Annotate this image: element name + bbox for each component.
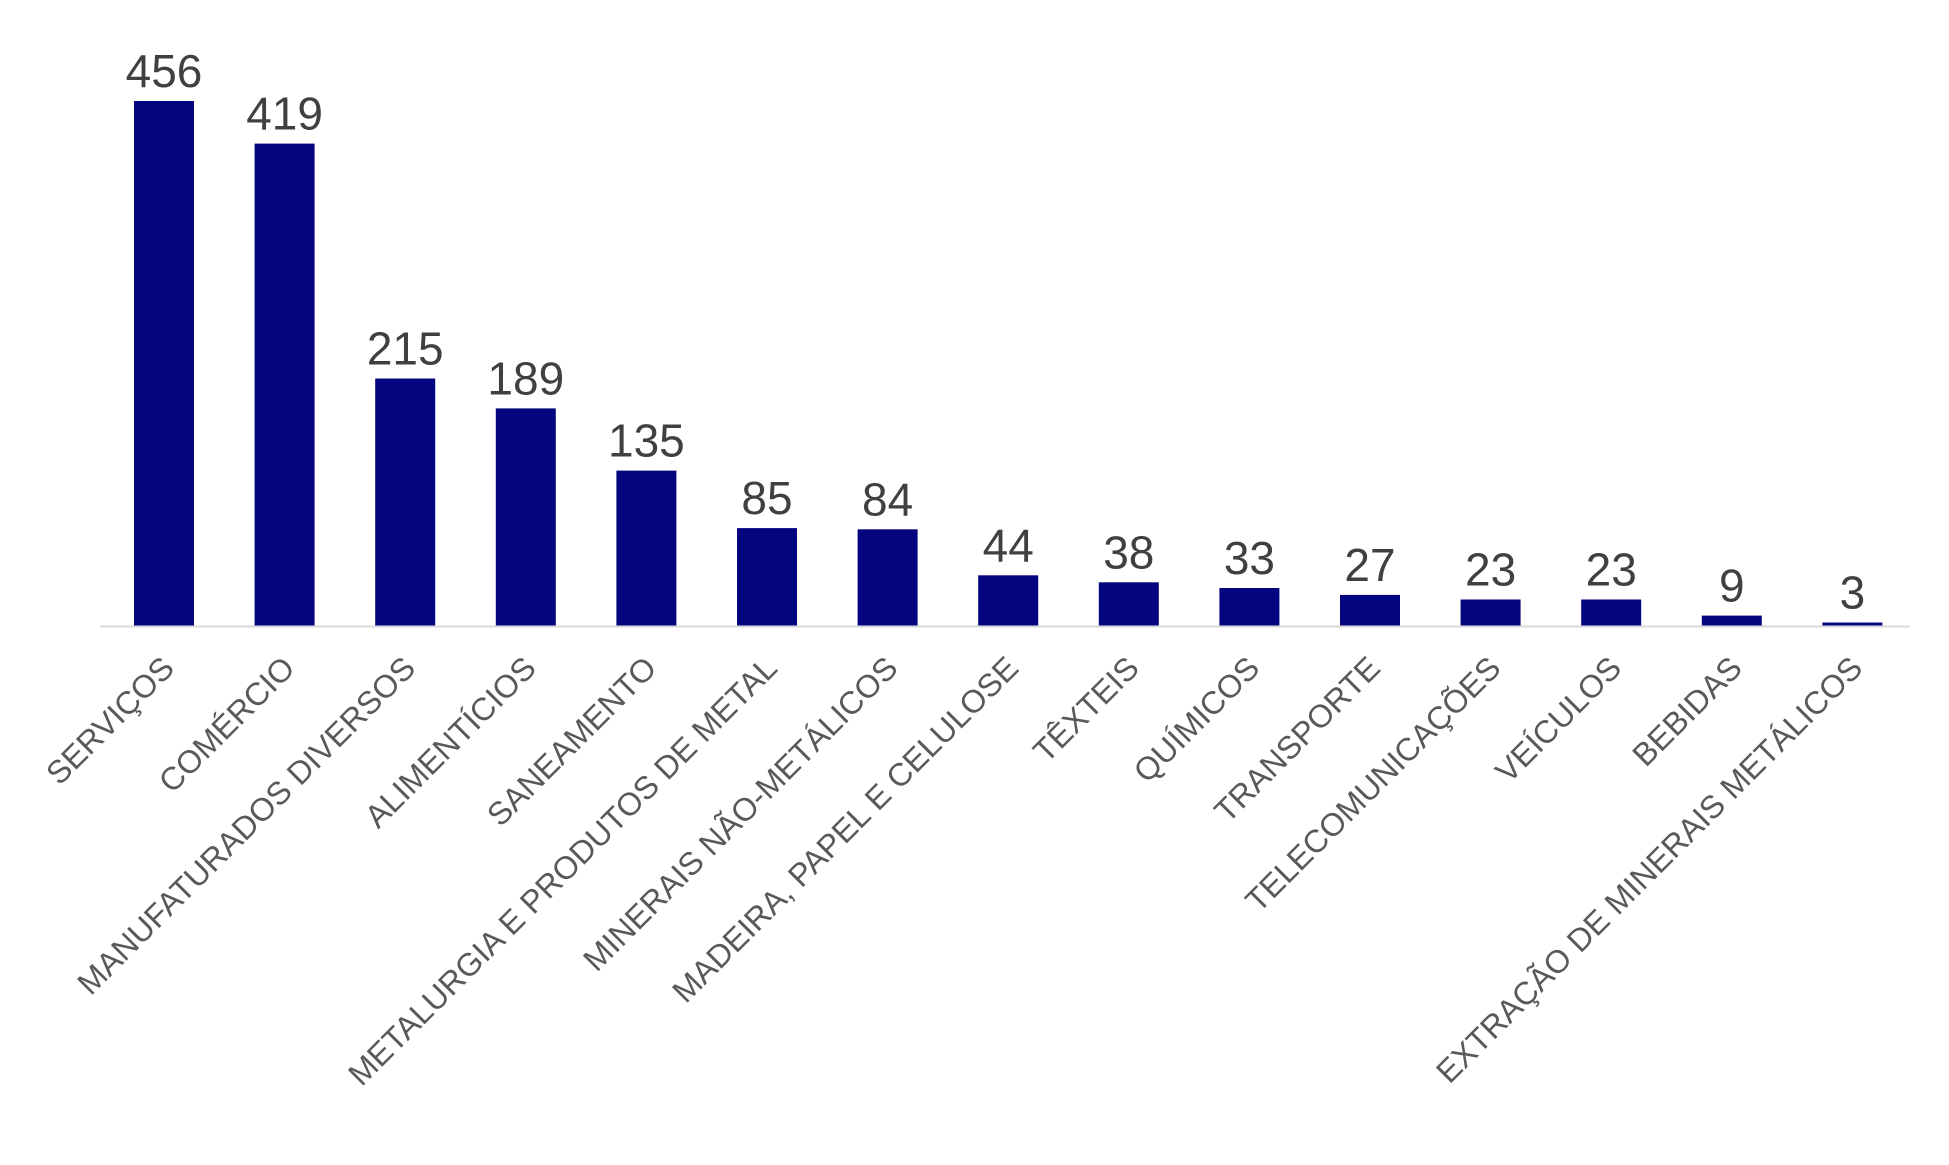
bar-9 — [1219, 588, 1280, 626]
value-label-9: 33 — [1224, 532, 1275, 584]
category-label-11: TELECOMUNICAÇÕES — [1238, 649, 1507, 918]
bar-12 — [1581, 599, 1642, 626]
value-label-7: 44 — [983, 519, 1034, 571]
category-label-13: BEBIDAS — [1625, 649, 1749, 773]
value-label-8: 38 — [1103, 526, 1154, 578]
bar-10 — [1340, 594, 1400, 626]
category-label-5: METALURGIA E PRODUTOS DE METAL — [341, 649, 784, 1092]
bar-2 — [375, 378, 436, 626]
category-label-14: EXTRAÇÃO DE MINERAIS METÁLICOS — [1429, 649, 1869, 1089]
value-label-14: 3 — [1840, 567, 1866, 619]
value-label-1: 419 — [246, 88, 323, 140]
bar-4 — [616, 470, 677, 626]
value-label-2: 215 — [367, 323, 444, 375]
bar-7 — [978, 575, 1039, 626]
value-label-11: 23 — [1465, 544, 1516, 596]
bar-6 — [857, 529, 918, 626]
bar-14 — [1822, 622, 1883, 626]
bar-11 — [1460, 599, 1521, 626]
category-label-12: VEÍCULOS — [1488, 649, 1628, 789]
value-label-4: 135 — [608, 415, 685, 467]
bar-3 — [495, 408, 556, 626]
value-label-12: 23 — [1586, 544, 1637, 596]
bar-8 — [1098, 582, 1159, 627]
bars-layer — [134, 101, 1883, 627]
value-label-3: 189 — [487, 352, 564, 404]
category-label-8: TÊXTEIS — [1026, 649, 1146, 769]
bar-1 — [254, 143, 315, 626]
value-label-0: 456 — [126, 45, 203, 97]
bar-0 — [134, 101, 194, 626]
bar-5 — [737, 528, 797, 626]
value-labels-layer: 456 419 215 189 135 85 84 44 38 33 27 23 23 9 3 — [126, 45, 1866, 619]
value-label-10: 27 — [1344, 539, 1395, 591]
value-label-6: 84 — [862, 473, 913, 525]
value-label-5: 85 — [741, 472, 792, 524]
bar-13 — [1701, 615, 1762, 626]
value-label-13: 9 — [1719, 560, 1745, 612]
